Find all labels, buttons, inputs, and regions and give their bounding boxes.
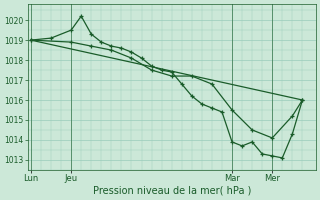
X-axis label: Pression niveau de la mer( hPa ): Pression niveau de la mer( hPa ): [92, 186, 251, 196]
